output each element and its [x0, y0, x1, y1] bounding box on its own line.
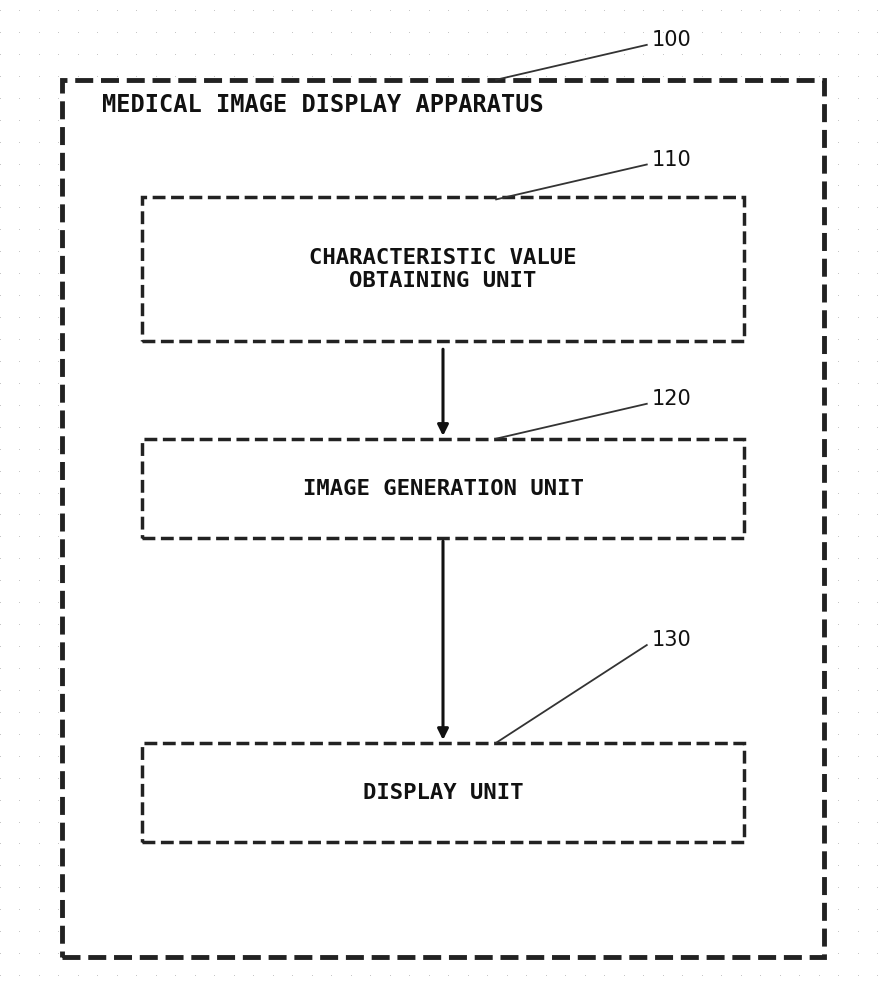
Text: 130: 130 — [651, 630, 691, 650]
Text: 100: 100 — [651, 30, 691, 50]
Text: DISPLAY UNIT: DISPLAY UNIT — [362, 783, 524, 803]
Bar — [62, 80, 824, 957]
Text: IMAGE GENERATION UNIT: IMAGE GENERATION UNIT — [302, 479, 584, 498]
Text: 110: 110 — [651, 150, 691, 169]
Bar — [142, 743, 744, 842]
Text: CHARACTERISTIC VALUE
OBTAINING UNIT: CHARACTERISTIC VALUE OBTAINING UNIT — [309, 247, 577, 291]
Bar — [142, 439, 744, 538]
Text: 120: 120 — [651, 389, 691, 409]
Bar — [142, 197, 744, 342]
Text: MEDICAL IMAGE DISPLAY APPARATUS: MEDICAL IMAGE DISPLAY APPARATUS — [102, 93, 544, 117]
